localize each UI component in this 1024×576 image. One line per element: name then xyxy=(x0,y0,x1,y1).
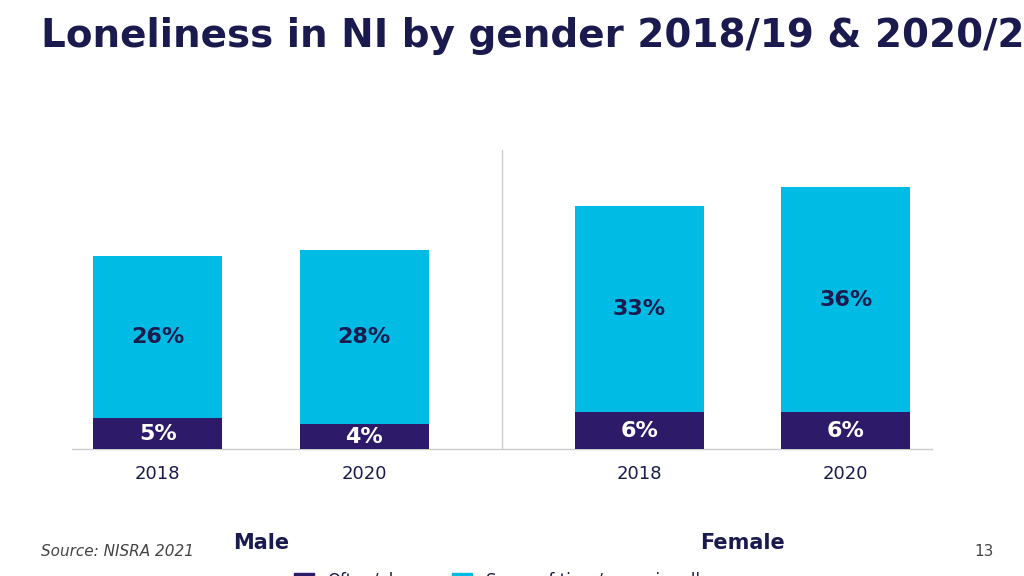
Text: Loneliness in NI by gender 2018/19 & 2020/21 (16+): Loneliness in NI by gender 2018/19 & 202… xyxy=(41,17,1024,55)
Text: Source: NISRA 2021: Source: NISRA 2021 xyxy=(41,544,194,559)
Bar xyxy=(781,412,910,449)
Text: 33%: 33% xyxy=(612,299,666,319)
Text: 13: 13 xyxy=(974,544,993,559)
Text: 6%: 6% xyxy=(621,420,658,441)
Bar xyxy=(574,206,703,412)
Text: 6%: 6% xyxy=(827,420,864,441)
Text: 5%: 5% xyxy=(139,424,176,444)
Text: 36%: 36% xyxy=(819,290,872,309)
Bar xyxy=(93,418,222,449)
Bar xyxy=(300,249,429,425)
Bar xyxy=(781,187,910,412)
Text: Female: Female xyxy=(700,533,785,553)
Text: 26%: 26% xyxy=(131,327,184,347)
Text: Male: Male xyxy=(232,533,289,553)
Bar xyxy=(300,425,429,449)
Text: 4%: 4% xyxy=(345,427,383,447)
Legend: Often/always, Some of time/ occasionally: Often/always, Some of time/ occasionally xyxy=(287,566,717,576)
Bar xyxy=(93,256,222,418)
Bar xyxy=(574,412,703,449)
Text: 28%: 28% xyxy=(338,327,391,347)
